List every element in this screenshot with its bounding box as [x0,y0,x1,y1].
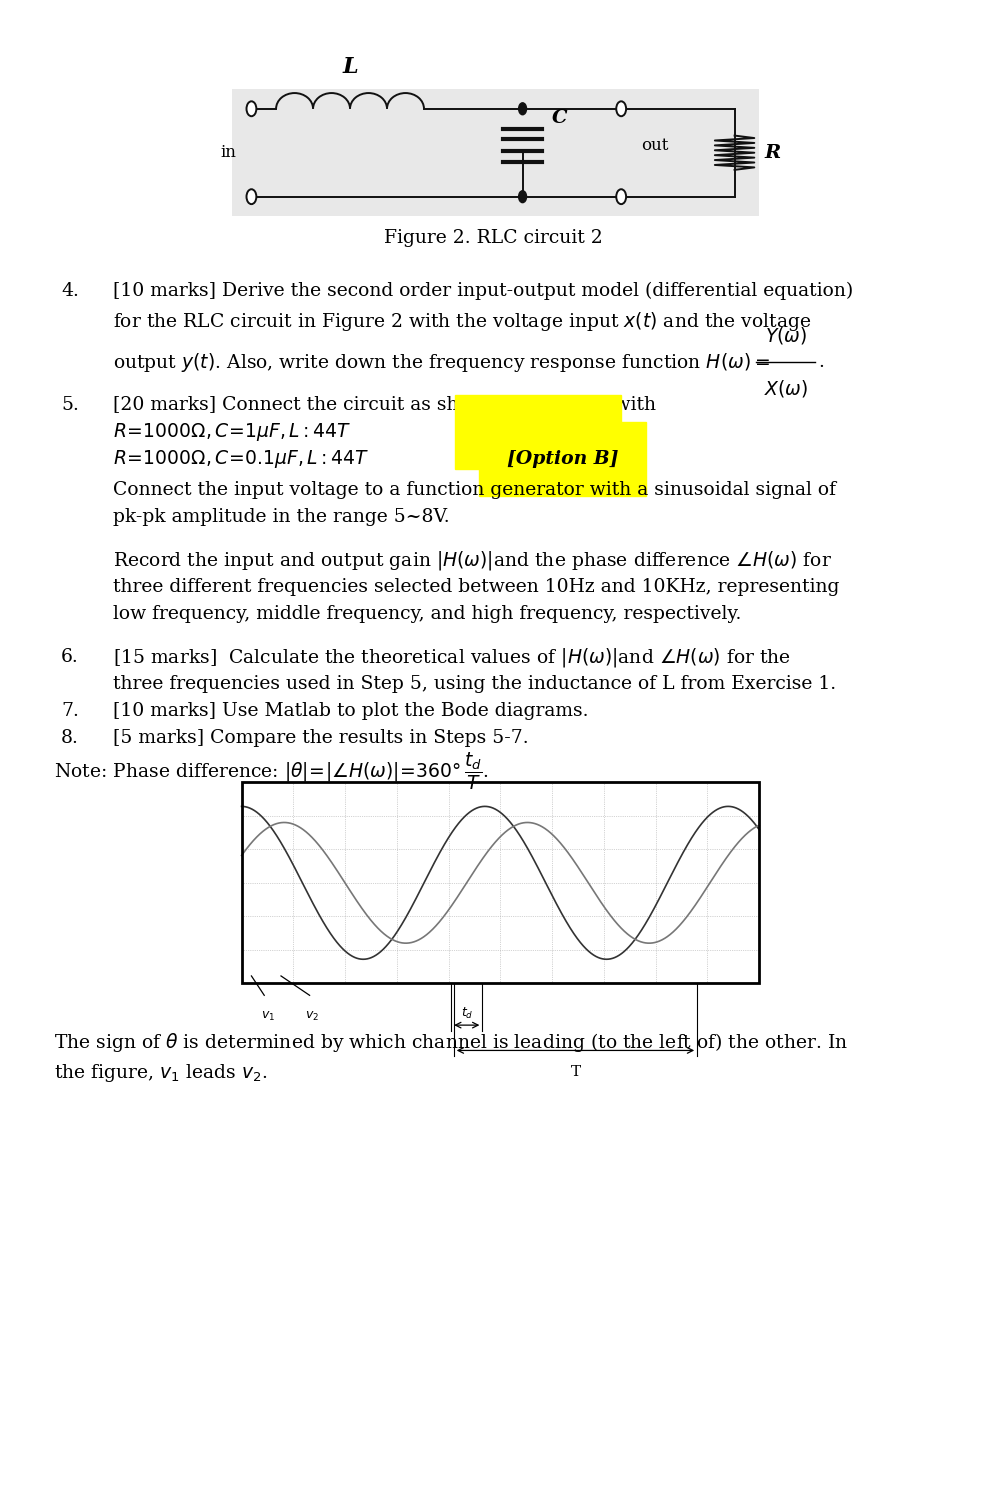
Text: .: . [818,353,824,371]
Text: 7.: 7. [61,702,79,720]
Text: 4.: 4. [61,282,79,299]
Text: The sign of $\theta$ is determined by which channel is leading (to the left of) : The sign of $\theta$ is determined by wh… [54,1031,849,1055]
Text: low frequency, middle frequency, and high frequency, respectively.: low frequency, middle frequency, and hig… [113,605,741,623]
Circle shape [246,189,256,204]
Text: Connect the input voltage to a function generator with a sinusoidal signal of: Connect the input voltage to a function … [113,481,836,499]
Text: [15 marks]  Calculate the theoretical values of $|H(\omega)|$and $\angle H(\omeg: [15 marks] Calculate the theoretical val… [113,645,792,669]
Text: [Option B]: [Option B] [507,450,618,468]
Bar [232,89,759,216]
Text: [Option A]: [Option A] [483,423,594,441]
Bar [242,782,759,983]
Text: $X(\omega)$: $X(\omega)$ [764,378,808,399]
Circle shape [616,189,626,204]
Text: 8.: 8. [61,729,79,746]
Text: $R\!=\!1000\Omega,C\!=\!1\mu F,L:44T$: $R\!=\!1000\Omega,C\!=\!1\mu F,L:44T$ [113,422,352,443]
Text: L: L [342,57,358,77]
Text: output $y(t)$. Also, write down the frequency response function $H(\omega)=$: output $y(t)$. Also, write down the freq… [113,350,770,374]
Circle shape [519,103,527,115]
Circle shape [246,101,256,116]
Text: [10 marks] Derive the second order input-output model (differential equation): [10 marks] Derive the second order input… [113,282,854,299]
Text: R: R [764,143,780,162]
Text: [10 marks] Use Matlab to plot the Bode diagrams.: [10 marks] Use Matlab to plot the Bode d… [113,702,589,720]
Text: three frequencies used in Step 5, using the inductance of L from Exercise 1.: three frequencies used in Step 5, using … [113,675,836,693]
Text: $v_1$: $v_1$ [261,1010,275,1024]
Text: the figure, $v_1$ leads $v_2$.: the figure, $v_1$ leads $v_2$. [54,1062,268,1083]
Text: $R\!=\!1000\Omega,C\!=\!0.1\mu F,L:44T$: $R\!=\!1000\Omega,C\!=\!0.1\mu F,L:44T$ [113,448,370,469]
Text: Record the input and output gain $|H(\omega)|$and the phase difference $\angle H: Record the input and output gain $|H(\om… [113,548,832,572]
Text: 5.: 5. [61,396,79,414]
Text: Figure 2. RLC circuit 2: Figure 2. RLC circuit 2 [384,229,602,247]
Text: three different frequencies selected between 10Hz and 10KHz, representing: three different frequencies selected bet… [113,578,840,596]
Text: $t_d$: $t_d$ [460,1006,473,1021]
Text: Note: Phase difference: $|\theta|\!=\!|\angle H(\omega)|\!=\!360°\,\dfrac{t_d}{T: Note: Phase difference: $|\theta|\!=\!|\… [54,751,489,793]
Text: T: T [570,1065,581,1079]
Text: [5 marks] Compare the results in Steps 5-7.: [5 marks] Compare the results in Steps 5… [113,729,529,746]
Text: in: in [221,145,237,161]
Circle shape [519,191,527,203]
Circle shape [616,101,626,116]
Text: pk-pk amplitude in the range 5~8V.: pk-pk amplitude in the range 5~8V. [113,508,450,526]
Text: 6.: 6. [61,648,79,666]
Text: out: out [641,137,669,153]
Text: C: C [552,109,568,128]
Text: [20 marks] Connect the circuit as shown in Figure 2 with: [20 marks] Connect the circuit as shown … [113,396,657,414]
Text: $v_2$: $v_2$ [305,1010,318,1024]
Bar [242,782,759,983]
Text: for the RLC circuit in Figure 2 with the voltage input $x(t)$ and the voltage: for the RLC circuit in Figure 2 with the… [113,310,811,334]
Text: $Y(\omega)$: $Y(\omega)$ [765,325,807,346]
